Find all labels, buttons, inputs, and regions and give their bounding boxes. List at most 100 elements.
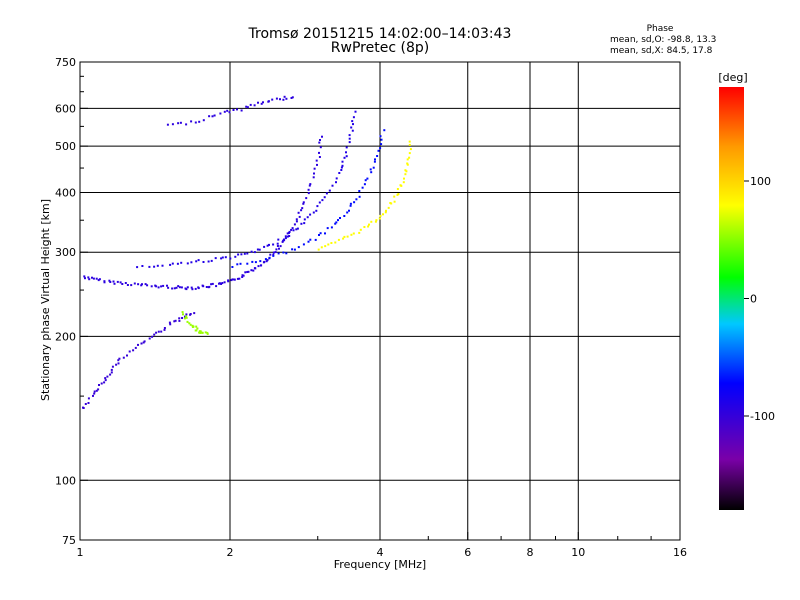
data-point bbox=[290, 228, 293, 231]
data-point bbox=[185, 288, 188, 291]
data-point bbox=[253, 104, 256, 107]
data-point bbox=[358, 195, 361, 198]
data-point bbox=[113, 282, 116, 285]
data-point bbox=[275, 97, 278, 100]
data-point bbox=[130, 284, 133, 287]
data-point bbox=[318, 156, 321, 158]
data-point bbox=[301, 207, 304, 210]
data-point bbox=[167, 286, 170, 289]
x-axis-label: Frequency [MHz] bbox=[334, 558, 426, 571]
data-point bbox=[180, 261, 183, 264]
data-point bbox=[403, 177, 405, 180]
data-point bbox=[370, 220, 373, 223]
data-point bbox=[326, 227, 329, 230]
data-point bbox=[184, 315, 186, 318]
data-point bbox=[380, 143, 383, 146]
data-point bbox=[241, 274, 244, 277]
data-point bbox=[228, 111, 231, 114]
data-point bbox=[259, 260, 262, 263]
data-point bbox=[309, 238, 312, 241]
data-point bbox=[253, 251, 256, 254]
data-point bbox=[180, 286, 183, 289]
data-point bbox=[95, 389, 98, 392]
data-point bbox=[178, 319, 181, 322]
data-point bbox=[109, 281, 112, 283]
data-point bbox=[185, 316, 188, 319]
data-point bbox=[82, 407, 85, 409]
data-point bbox=[358, 231, 361, 234]
data-point bbox=[306, 216, 309, 219]
x-tick-label: 16 bbox=[673, 546, 687, 559]
data-point bbox=[282, 251, 285, 254]
data-point bbox=[160, 330, 163, 333]
data-point bbox=[201, 284, 204, 287]
data-point bbox=[377, 149, 380, 152]
data-point bbox=[245, 105, 248, 108]
data-point bbox=[297, 211, 300, 214]
data-point bbox=[350, 126, 353, 129]
data-point bbox=[126, 354, 128, 357]
data-point bbox=[409, 148, 412, 151]
data-point bbox=[284, 235, 287, 238]
data-point bbox=[250, 269, 253, 272]
data-point bbox=[300, 222, 303, 225]
data-point bbox=[231, 278, 234, 281]
data-point bbox=[241, 276, 244, 278]
data-point bbox=[307, 192, 310, 195]
data-point bbox=[220, 257, 223, 260]
data-point bbox=[334, 222, 337, 225]
data-point bbox=[251, 260, 254, 263]
data-point bbox=[223, 281, 226, 284]
data-point bbox=[226, 109, 229, 112]
data-point bbox=[244, 271, 247, 274]
data-point bbox=[197, 259, 200, 262]
data-point bbox=[84, 277, 86, 280]
data-point bbox=[319, 232, 322, 235]
data-point bbox=[272, 253, 275, 256]
data-point bbox=[257, 101, 259, 104]
data-point bbox=[267, 100, 270, 103]
phase-info-header: Phase bbox=[647, 24, 674, 34]
data-point bbox=[335, 221, 338, 224]
data-point bbox=[281, 240, 284, 243]
data-point bbox=[163, 327, 166, 329]
data-point bbox=[286, 235, 289, 238]
data-point bbox=[163, 328, 166, 331]
data-point bbox=[292, 229, 295, 232]
data-point bbox=[318, 151, 320, 154]
data-point bbox=[177, 285, 180, 288]
x-tick-label: 8 bbox=[527, 546, 534, 559]
data-point bbox=[408, 152, 411, 155]
data-point bbox=[162, 284, 165, 287]
data-point bbox=[302, 201, 305, 204]
data-point bbox=[206, 332, 209, 335]
data-point bbox=[148, 265, 151, 268]
data-point bbox=[175, 286, 178, 289]
data-point bbox=[233, 278, 236, 281]
y-axis-label: Stationary phase Virtual Height [km] bbox=[39, 199, 52, 401]
data-point bbox=[264, 258, 267, 261]
data-point bbox=[312, 211, 315, 214]
data-point bbox=[269, 253, 272, 256]
data-point bbox=[199, 332, 202, 334]
data-point bbox=[189, 313, 192, 315]
data-point bbox=[298, 215, 301, 218]
data-point bbox=[288, 231, 290, 234]
data-point bbox=[345, 151, 347, 154]
data-point bbox=[194, 121, 197, 124]
data-point bbox=[182, 313, 184, 316]
data-point bbox=[119, 281, 122, 284]
data-point bbox=[315, 209, 318, 212]
data-point bbox=[337, 238, 340, 241]
data-point bbox=[166, 123, 169, 126]
phase-info-x-mode: mean, sd,X: 84.5, 17.8 bbox=[610, 46, 713, 56]
data-point bbox=[110, 368, 113, 371]
data-point bbox=[246, 106, 249, 109]
data-point bbox=[103, 280, 106, 283]
data-point bbox=[352, 232, 355, 235]
data-point bbox=[341, 164, 344, 167]
data-point bbox=[330, 242, 333, 244]
data-point bbox=[186, 320, 189, 323]
data-point bbox=[387, 206, 390, 209]
data-point bbox=[153, 265, 156, 268]
